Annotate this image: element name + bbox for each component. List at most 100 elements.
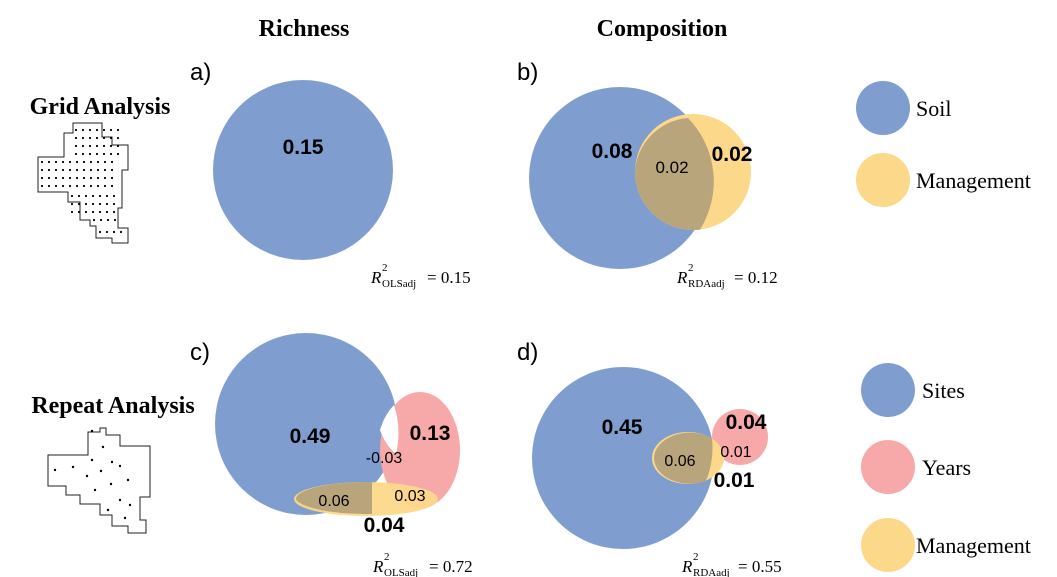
grid-dot <box>95 144 99 148</box>
grid-dot <box>84 202 88 206</box>
grid-dot <box>88 152 92 156</box>
r2-symbol: R <box>676 268 688 287</box>
grid-dot <box>74 136 78 140</box>
grid-dot <box>103 176 107 180</box>
legend-swatch-management <box>861 518 915 572</box>
grid-dot <box>61 168 65 172</box>
grid-dot <box>106 218 110 222</box>
r2-power: 2 <box>693 551 699 563</box>
grid-dot <box>109 128 113 132</box>
grid-dot <box>70 210 74 214</box>
management-only-value: 0.02 <box>712 143 753 166</box>
grid-dot <box>40 160 44 164</box>
grid-dot <box>112 210 116 214</box>
sites-only-value: 0.49 <box>290 425 331 448</box>
grid-dot <box>103 160 107 164</box>
grid-dot <box>47 168 51 172</box>
legend-label-sites: Sites <box>922 378 965 403</box>
sites-only-value: 0.45 <box>602 416 643 439</box>
grid-dot <box>61 160 65 164</box>
grid-dot <box>110 176 114 180</box>
grid-dot <box>74 144 78 148</box>
grid-dot <box>113 218 117 222</box>
grid-dot <box>47 160 51 164</box>
grid-dot <box>110 160 114 164</box>
grid-dot <box>82 168 86 172</box>
grid-dot <box>40 176 44 180</box>
grid-dot <box>95 128 99 132</box>
grid-dot <box>109 144 113 148</box>
r2-subscript: OLSadj <box>384 567 418 577</box>
legend-swatch-sites <box>861 363 915 417</box>
sites-circle <box>215 333 397 515</box>
panel-letter-b: b) <box>517 59 538 86</box>
r2-label-d: R 2 RDAadj = 0.55 <box>681 551 782 577</box>
panel-d: 0.45 0.04 0.01 0.06 0.01 <box>532 367 768 549</box>
grid-dot <box>99 218 103 222</box>
r2-subscript: RDAadj <box>693 567 730 577</box>
r2-power: 2 <box>384 551 390 563</box>
overlap-value: 0.02 <box>655 158 688 177</box>
years-circle <box>712 409 768 465</box>
grid-dot <box>74 152 78 156</box>
grid-dot <box>98 194 102 198</box>
r2-symbol: R <box>370 268 382 287</box>
grid-dot <box>105 210 109 214</box>
r2-label-a: R 2 OLSadj = 0.15 <box>370 262 471 290</box>
r2-symbol: R <box>372 557 384 576</box>
grid-dot <box>116 144 120 148</box>
grid-dot <box>54 176 58 180</box>
soil-value: 0.15 <box>283 136 324 159</box>
grid-map-icon <box>37 122 129 244</box>
grid-dot <box>89 184 93 188</box>
grid-dot <box>110 168 114 172</box>
legend-swatch-management <box>856 153 910 207</box>
grid-dot <box>70 202 74 206</box>
grid-dot <box>54 168 58 172</box>
r2-label-b: R 2 RDAadj = 0.12 <box>676 262 778 290</box>
negative-overlap-gap <box>380 405 399 454</box>
legend-top: Soil Management <box>856 81 1031 207</box>
management-only-value: 0.04 <box>364 514 405 537</box>
grid-dot <box>119 230 123 234</box>
legend-label-years: Years <box>922 455 971 480</box>
grid-dot <box>88 128 92 132</box>
grid-dot <box>112 202 116 206</box>
grid-dot <box>92 218 96 222</box>
sites-management-overlap <box>653 432 713 484</box>
grid-dot <box>68 160 72 164</box>
grid-dot <box>61 176 65 180</box>
header-richness: Richness <box>259 16 350 42</box>
grid-dot <box>84 194 88 198</box>
r2-value: = 0.15 <box>427 268 471 287</box>
years-management-value: 0.03 <box>394 488 425 505</box>
grid-dot <box>81 128 85 132</box>
grid-dot <box>96 168 100 172</box>
r2-power: 2 <box>688 262 694 274</box>
grid-dot <box>103 184 107 188</box>
legend-label-management: Management <box>916 168 1031 193</box>
header-composition: Composition <box>597 16 728 42</box>
grid-dot <box>68 168 72 172</box>
grid-dot <box>112 194 116 198</box>
legend-label-soil: Soil <box>916 96 951 121</box>
row-label-grid: Grid Analysis <box>30 94 171 120</box>
grid-dot <box>102 128 106 132</box>
grid-dot <box>98 230 102 234</box>
soil-management-overlap <box>634 118 714 231</box>
grid-dot <box>89 160 93 164</box>
grid-dot <box>74 128 78 132</box>
grid-dot <box>81 136 85 140</box>
r2-value: = 0.55 <box>738 557 782 576</box>
grid-dot <box>82 160 86 164</box>
grid-dot <box>103 168 107 172</box>
repeat-map-icon <box>47 427 151 534</box>
sites-management-value: 0.06 <box>664 453 695 470</box>
legend-swatch-years <box>861 440 915 494</box>
soil-only-value: 0.08 <box>592 140 633 163</box>
grid-dot <box>88 144 92 148</box>
r2-subscript: RDAadj <box>688 278 725 290</box>
panel-a: 0.15 <box>213 80 393 260</box>
grid-dot <box>81 144 85 148</box>
sites-management-value: 0.06 <box>318 493 349 510</box>
